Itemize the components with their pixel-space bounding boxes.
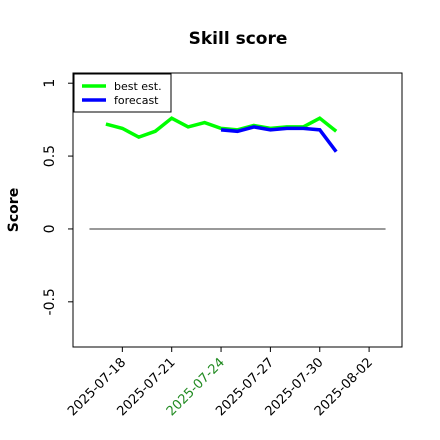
- y-tick-label: 1: [42, 79, 58, 88]
- legend-label: forecast: [114, 94, 159, 107]
- y-axis-label: Score: [6, 188, 22, 232]
- chart-title: Skill score: [189, 29, 288, 49]
- y-tick-label: -0.5: [42, 288, 58, 315]
- plot-frame: [72, 72, 403, 348]
- y-tick-label: 0: [42, 224, 58, 233]
- legend-box: [73, 73, 172, 113]
- series-line: [220, 125, 338, 153]
- y-tick-label: 0.5: [42, 145, 58, 167]
- legend-label: best est.: [114, 80, 162, 93]
